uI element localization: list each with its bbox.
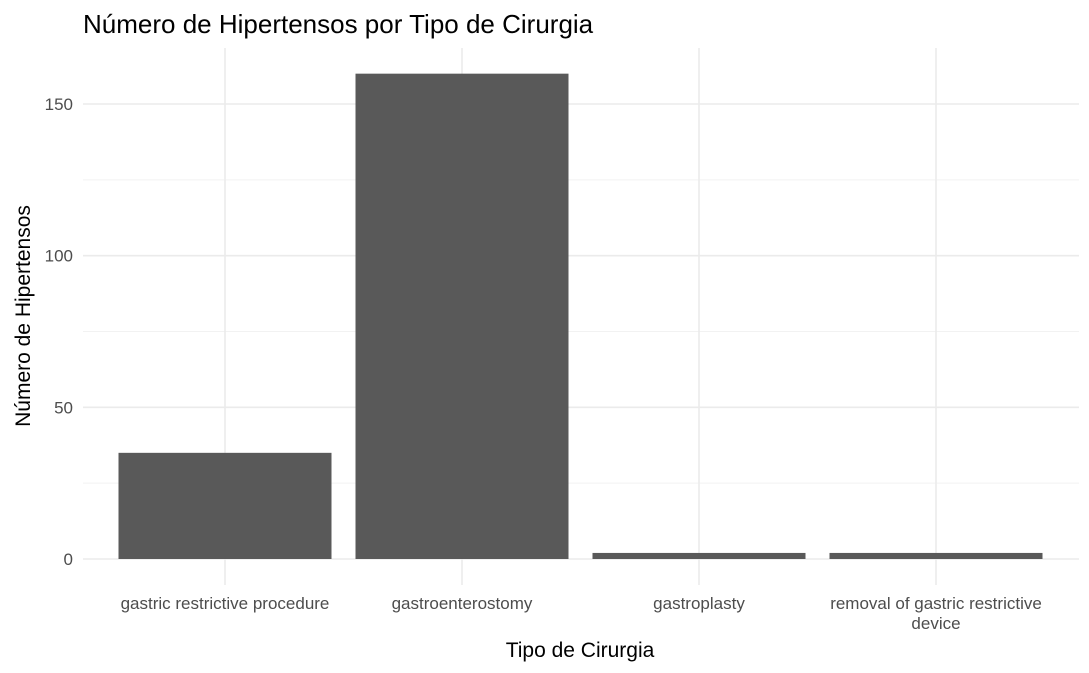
chart-title: Número de Hipertensos por Tipo de Cirurg… (83, 9, 594, 39)
bar (592, 552, 806, 559)
x-tick-label: removal of gastric restrictive device (830, 594, 1042, 633)
x-tick-label: gastric restrictive procedure (121, 594, 330, 613)
bar (829, 552, 1043, 559)
y-axis-title: Número de Hipertensos (12, 205, 35, 427)
y-axis-ticks: 0 50 100 150 (45, 95, 73, 569)
y-tick-label: 150 (45, 95, 73, 114)
y-tick-label: 0 (64, 550, 73, 569)
bar (355, 73, 569, 560)
bar (118, 452, 332, 559)
y-tick-label: 50 (54, 398, 73, 417)
x-tick-label: gastroplasty (653, 594, 745, 613)
x-axis-title: Tipo de Cirurgia (506, 639, 655, 662)
x-tick-label: gastroenterostomy (392, 594, 533, 613)
x-axis-ticks: gastric restrictive procedure gastroenter… (121, 594, 1042, 633)
y-tick-label: 100 (45, 247, 73, 266)
bars (118, 73, 1043, 560)
